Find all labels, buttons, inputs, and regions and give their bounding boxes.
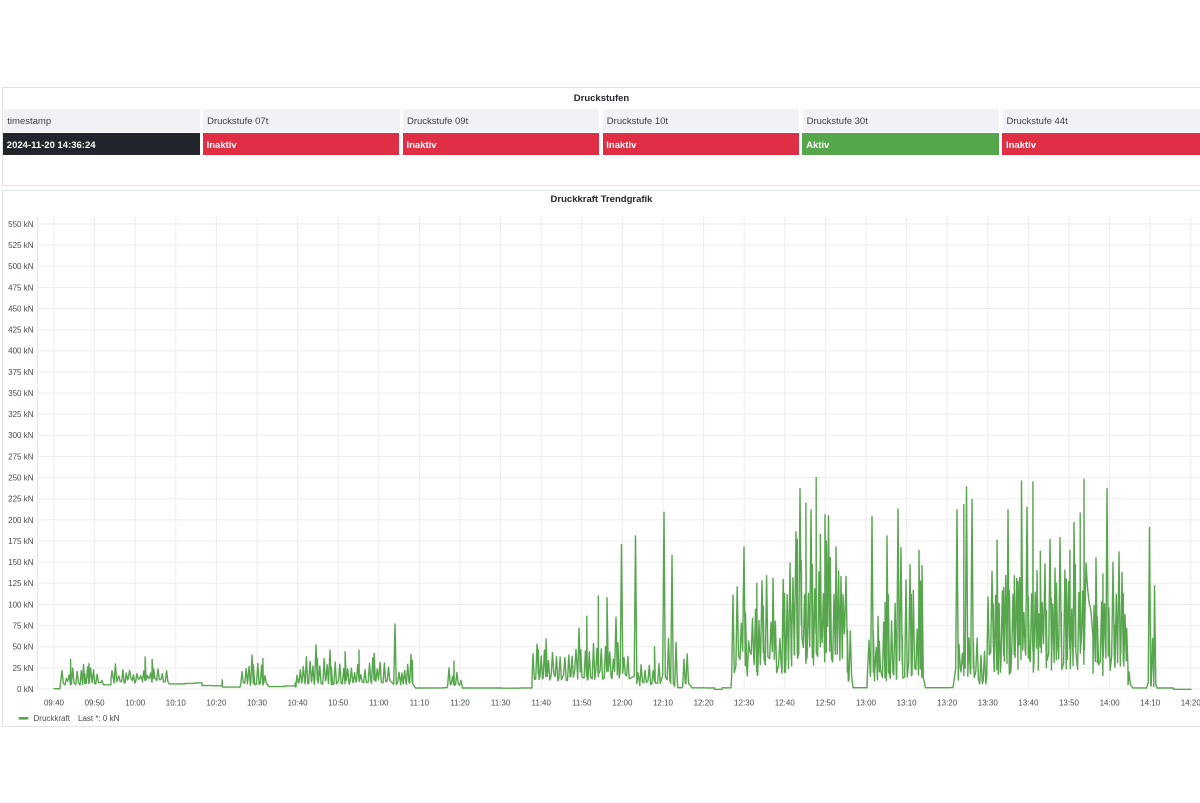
svg-text:12:30: 12:30 <box>734 699 755 708</box>
svg-text:250 kN: 250 kN <box>8 474 34 483</box>
svg-text:Druckkraft: Druckkraft <box>34 714 71 723</box>
svg-text:14:00: 14:00 <box>1100 699 1121 708</box>
svg-text:11:50: 11:50 <box>572 699 592 708</box>
svg-text:50 kN: 50 kN <box>13 643 34 652</box>
svg-text:09:50: 09:50 <box>85 699 106 708</box>
svg-text:11:40: 11:40 <box>531 699 551 708</box>
svg-text:13:30: 13:30 <box>978 699 999 708</box>
svg-text:09:40: 09:40 <box>44 699 65 708</box>
svg-text:525 kN: 525 kN <box>8 241 34 250</box>
svg-text:12:00: 12:00 <box>612 699 633 708</box>
svg-text:125 kN: 125 kN <box>8 579 34 588</box>
svg-text:11:00: 11:00 <box>369 699 389 708</box>
svg-text:375 kN: 375 kN <box>8 368 34 377</box>
svg-text:11:30: 11:30 <box>491 699 511 708</box>
svg-text:11:10: 11:10 <box>410 699 430 708</box>
svg-text:325 kN: 325 kN <box>8 410 34 419</box>
svg-text:10:50: 10:50 <box>328 699 349 708</box>
svg-text:100 kN: 100 kN <box>8 600 34 609</box>
svg-text:12:10: 12:10 <box>653 699 674 708</box>
svg-text:450 kN: 450 kN <box>8 304 34 313</box>
svg-text:175 kN: 175 kN <box>8 537 34 546</box>
svg-text:200 kN: 200 kN <box>8 516 34 525</box>
svg-text:13:10: 13:10 <box>897 699 918 708</box>
svg-text:10:10: 10:10 <box>166 699 187 708</box>
svg-text:12:50: 12:50 <box>815 699 836 708</box>
svg-text:12:20: 12:20 <box>694 699 715 708</box>
svg-text:14:10: 14:10 <box>1140 699 1161 708</box>
svg-text:10:30: 10:30 <box>247 699 268 708</box>
svg-text:475 kN: 475 kN <box>8 283 34 292</box>
svg-text:150 kN: 150 kN <box>8 558 34 567</box>
svg-text:13:40: 13:40 <box>1018 699 1039 708</box>
svg-text:Last *: 0 kN: Last *: 0 kN <box>78 714 120 723</box>
svg-text:550 kN: 550 kN <box>8 220 34 229</box>
svg-text:300 kN: 300 kN <box>8 431 34 440</box>
svg-text:25 kN: 25 kN <box>13 664 34 673</box>
svg-text:500 kN: 500 kN <box>8 262 34 271</box>
svg-text:0 kN: 0 kN <box>17 685 34 694</box>
svg-text:225 kN: 225 kN <box>8 495 34 504</box>
svg-text:11:20: 11:20 <box>450 699 470 708</box>
svg-text:10:40: 10:40 <box>288 699 309 708</box>
svg-text:10:00: 10:00 <box>125 699 146 708</box>
svg-text:13:00: 13:00 <box>856 699 877 708</box>
svg-text:75 kN: 75 kN <box>13 622 34 631</box>
svg-text:10:20: 10:20 <box>206 699 227 708</box>
svg-text:275 kN: 275 kN <box>8 452 34 461</box>
svg-text:12:40: 12:40 <box>775 699 796 708</box>
svg-text:425 kN: 425 kN <box>8 326 34 335</box>
svg-text:13:50: 13:50 <box>1059 699 1080 708</box>
svg-text:400 kN: 400 kN <box>8 347 34 356</box>
svg-text:350 kN: 350 kN <box>8 389 34 398</box>
svg-text:14:20: 14:20 <box>1181 699 1200 708</box>
svg-text:13:20: 13:20 <box>937 699 958 708</box>
